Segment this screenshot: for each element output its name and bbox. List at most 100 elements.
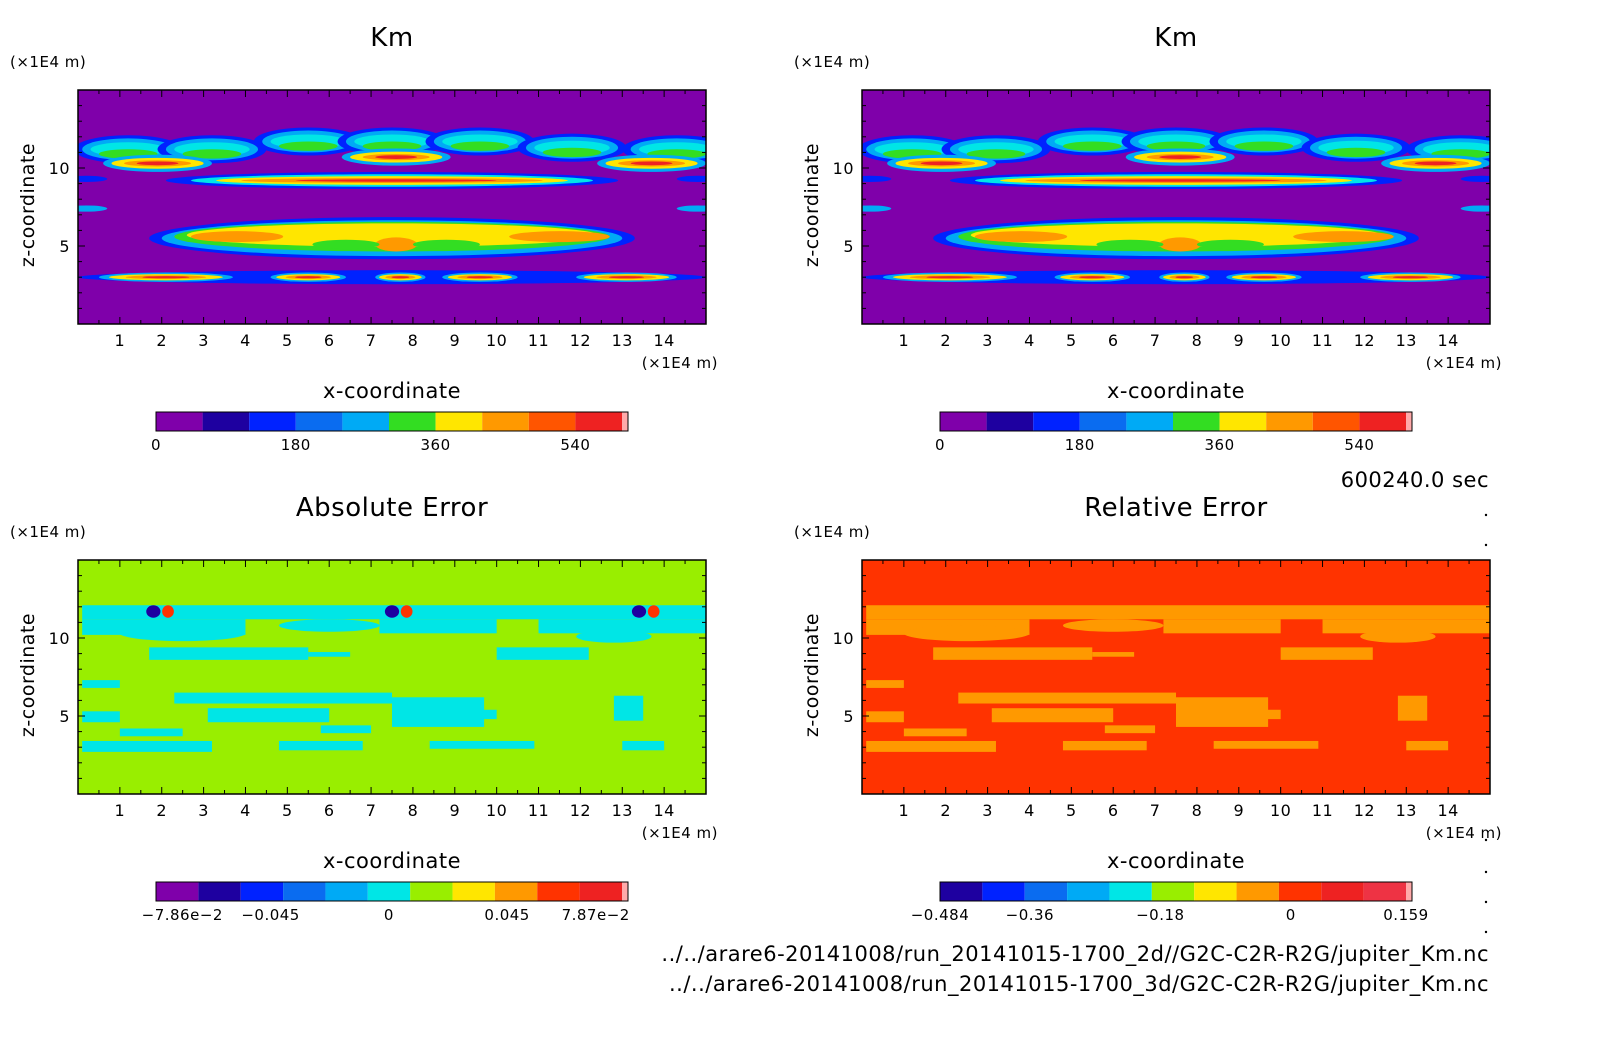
colorbar-segment [494,882,538,901]
x-tick-label: 12 [1354,331,1375,350]
y-tick-label: 10 [833,159,854,178]
x-tick-label: 7 [366,801,377,820]
x-tick-label: 3 [982,331,993,350]
colorbar-segment [295,412,343,431]
edge-dot [1484,513,1488,517]
x-tick-label: 6 [324,801,335,820]
file-path-2: ../../arare6-20141008/run_20141015-1700_… [668,972,1489,996]
colorbar-segment [622,412,628,431]
error-dipole-neg [631,605,647,618]
edge-dot [1484,870,1488,874]
colorbar-segment [1126,412,1173,431]
colorbar-segment [1266,412,1313,431]
x-tick-label: 5 [282,801,293,820]
x-tick-label: 3 [198,801,209,820]
x-tick-label: 10 [1270,331,1291,350]
x-tick-label: 7 [366,331,377,350]
chart-title: Km [370,23,413,53]
x-tick-label: 8 [1192,801,1203,820]
x-tick-label: 7 [1150,331,1161,350]
colorbar-segment [940,882,983,901]
error-dipole-pos [400,605,413,618]
x-axis-label: x-coordinate [323,849,461,873]
x-tick-label: 2 [940,801,951,820]
x-tick-label: 2 [156,331,167,350]
colorbar-segment [1033,412,1080,431]
colorbar-segment [1109,882,1152,901]
colorbar-tick-label: 180 [1065,436,1095,454]
colorbar-tick-label: −7.86e−2 [142,906,223,924]
chart-panel-4: Relative Error(×1E4 m)1 2 3 4 5 6 7 8 9 10 11 12 13 1… [794,493,1502,924]
error-dipole-pos [162,605,174,618]
colorbar-frame [939,411,1413,432]
x-unit-label: (×1E4 m) [642,354,718,372]
colorbar-segment [1219,412,1267,431]
heatmap-field [862,560,1490,794]
x-tick-label: 9 [449,331,460,350]
colorbar-tick-label: 0 [935,436,945,454]
chart-title: Absolute Error [296,493,488,523]
x-tick-label: 8 [408,801,419,820]
colorbar-segment [1173,412,1220,431]
error-dipole-neg [146,605,161,618]
colorbar: 0 180 360 540 [935,411,1413,454]
colorbar-segment [435,412,483,431]
colorbar-segment [156,412,203,431]
colorbar-tick-label: 7.87e−2 [562,906,630,924]
colorbar-tick-label: 360 [1205,436,1235,454]
colorbar-segment [1363,882,1406,901]
x-tick-label: 10 [486,801,507,820]
y-axis-label: z-coordinate [17,613,39,737]
field-background [78,560,706,794]
colorbar-segment [940,412,987,431]
colorbar-frame [939,881,1413,902]
x-axis-label: x-coordinate [1107,849,1245,873]
x-tick-label: 12 [570,331,591,350]
colorbar-segment [1278,882,1322,901]
x-tick-label: 10 [486,331,507,350]
heatmap-field [78,560,706,794]
chart-title: Relative Error [1084,493,1268,523]
y-tick-label: 5 [59,237,70,256]
x-tick-label: 8 [1192,331,1203,350]
y-unit-label: (×1E4 m) [794,523,870,541]
x-tick-label: 13 [612,331,633,350]
colorbar-segment [1236,882,1279,901]
y-axis-label: z-coordinate [801,143,823,267]
colorbar-segment [528,412,576,431]
colorbar-tick-label: 0 [1286,906,1296,924]
error-dipole-pos [647,605,660,618]
time-label: 600240.0 sec [1340,468,1489,492]
x-tick-label: 3 [198,331,209,350]
y-tick-label: 10 [833,629,854,648]
x-unit-label: (×1E4 m) [1426,824,1502,842]
x-tick-label: 9 [1233,331,1244,350]
y-axis-label: z-coordinate [801,613,823,737]
colorbar-segment [622,882,628,901]
x-tick-label: 2 [156,801,167,820]
y-tick-label: 5 [843,237,854,256]
colorbar-segment [482,412,529,431]
colorbar-frame [155,881,629,902]
y-unit-label: (×1E4 m) [10,523,86,541]
colorbar-segment [1321,882,1364,901]
colorbar-segment [1359,412,1406,431]
colorbar-tick-label: −0.18 [1136,906,1184,924]
colorbar-segment [202,412,250,431]
x-tick-label: 4 [240,331,251,350]
x-tick-label: 6 [324,331,335,350]
colorbar-segment [982,882,1025,901]
colorbar-segment [325,882,368,901]
colorbar-segment [342,412,389,431]
x-tick-label: 6 [1108,331,1119,350]
heatmap-field [862,90,1490,324]
file-path-1: ../../arare6-20141008/run_20141015-1700_… [661,942,1489,966]
colorbar-tick-label: −0.045 [241,906,300,924]
x-tick-label: 4 [1024,331,1035,350]
colorbar-tick-label: −0.484 [911,906,970,924]
x-unit-label: (×1E4 m) [642,824,718,842]
y-axis-label: z-coordinate [17,143,39,267]
x-tick-label: 14 [653,801,674,820]
